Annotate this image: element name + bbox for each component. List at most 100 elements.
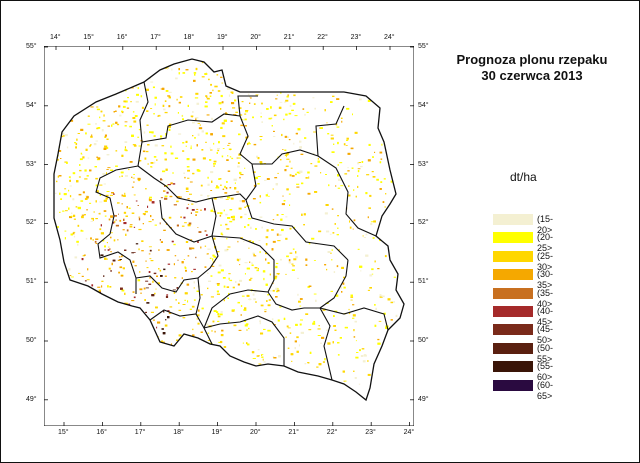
yield-pixel <box>298 300 301 303</box>
yield-pixel <box>160 135 163 138</box>
yield-pixel <box>146 124 149 126</box>
yield-pixel <box>335 185 337 187</box>
yield-pixel <box>253 255 257 257</box>
yield-pixel <box>80 152 82 155</box>
yield-pixel <box>181 115 183 117</box>
yield-pixel <box>268 117 272 120</box>
yield-pixel <box>193 287 195 289</box>
yield-pixel <box>211 265 215 267</box>
yield-pixel <box>154 103 156 106</box>
yield-pixel <box>259 251 261 254</box>
yield-pixel <box>80 230 84 232</box>
yield-pixel <box>330 134 334 136</box>
yield-pixel <box>132 144 136 146</box>
yield-pixel <box>217 251 220 253</box>
yield-pixel <box>207 332 210 334</box>
yield-pixel <box>171 68 173 71</box>
yield-pixel <box>284 101 287 103</box>
yield-pixel <box>85 237 88 240</box>
yield-pixel <box>139 271 141 273</box>
yield-pixel <box>294 347 296 350</box>
yield-pixel <box>165 133 167 136</box>
yield-pixel <box>133 174 135 175</box>
yield-pixel <box>121 154 124 157</box>
yield-pixel <box>331 208 334 210</box>
yield-pixel <box>70 215 73 217</box>
coordinate-label: 18° <box>173 429 184 436</box>
yield-pixel <box>137 177 141 181</box>
yield-pixel <box>223 346 227 348</box>
yield-pixel <box>232 309 235 311</box>
yield-pixel <box>374 260 376 263</box>
yield-pixel <box>312 152 315 155</box>
legend-swatch <box>493 324 533 336</box>
yield-pixel <box>227 196 231 199</box>
yield-pixel <box>184 267 187 269</box>
yield-pixel <box>261 354 264 356</box>
yield-pixel <box>308 329 312 331</box>
yield-pixel <box>68 189 70 192</box>
yield-pixel <box>327 251 331 253</box>
yield-pixel <box>153 113 155 115</box>
yield-pixel <box>232 107 236 109</box>
yield-pixel <box>152 280 154 283</box>
yield-pixel <box>123 218 125 221</box>
yield-pixel <box>190 212 192 214</box>
yield-pixel <box>304 113 306 116</box>
yield-pixel <box>147 205 149 208</box>
voivodeship-border <box>135 275 201 315</box>
yield-pixel <box>287 94 289 97</box>
yield-pixel <box>390 180 394 183</box>
yield-pixel <box>263 328 266 330</box>
yield-pixel <box>363 237 366 238</box>
yield-pixel <box>342 282 345 285</box>
coordinate-label: 15° <box>58 429 69 436</box>
yield-pixel <box>366 174 370 176</box>
map-title: Prognoza plonu rzepaku 30 czerwca 2013 <box>448 52 616 84</box>
yield-pixel <box>287 347 290 349</box>
yield-pixel <box>213 160 217 163</box>
coordinate-label: 15° <box>83 34 94 41</box>
yield-pixel <box>64 230 67 232</box>
yield-pixel <box>69 178 71 180</box>
yield-pixel <box>96 108 100 111</box>
yield-pixel <box>354 131 358 134</box>
yield-pixel <box>296 186 300 188</box>
yield-pixel <box>81 258 84 261</box>
yield-pixel <box>327 133 330 135</box>
yield-pixel <box>115 224 119 227</box>
yield-pixel <box>240 124 244 127</box>
yield-pixel <box>289 227 292 230</box>
yield-pixel <box>247 142 249 146</box>
yield-pixel <box>292 248 295 250</box>
yield-pixel <box>279 101 283 103</box>
yield-pixel <box>257 157 260 160</box>
yield-pixel <box>336 265 339 268</box>
yield-pixel <box>165 319 167 321</box>
yield-pixel <box>87 123 91 125</box>
yield-pixel <box>337 342 340 344</box>
yield-pixel <box>150 108 153 109</box>
yield-pixel <box>94 166 97 168</box>
yield-pixel <box>249 261 251 263</box>
yield-pixel <box>158 115 161 117</box>
yield-pixel <box>286 136 289 138</box>
yield-pixel <box>159 239 161 241</box>
yield-pixel <box>133 226 136 228</box>
yield-pixel <box>248 298 252 300</box>
yield-pixel <box>255 228 257 230</box>
yield-pixel <box>340 117 343 119</box>
yield-pixel <box>229 220 233 223</box>
yield-pixel <box>312 97 315 99</box>
yield-pixel <box>107 285 109 288</box>
yield-pixel <box>369 274 373 277</box>
yield-pixel <box>213 142 215 145</box>
yield-pixel <box>353 189 355 191</box>
yield-pixel <box>154 292 156 295</box>
yield-pixel <box>206 114 210 116</box>
yield-pixel <box>186 158 190 161</box>
yield-pixel <box>185 241 189 243</box>
yield-pixel <box>306 362 308 364</box>
yield-pixel <box>160 178 162 180</box>
yield-pixel <box>353 219 356 222</box>
